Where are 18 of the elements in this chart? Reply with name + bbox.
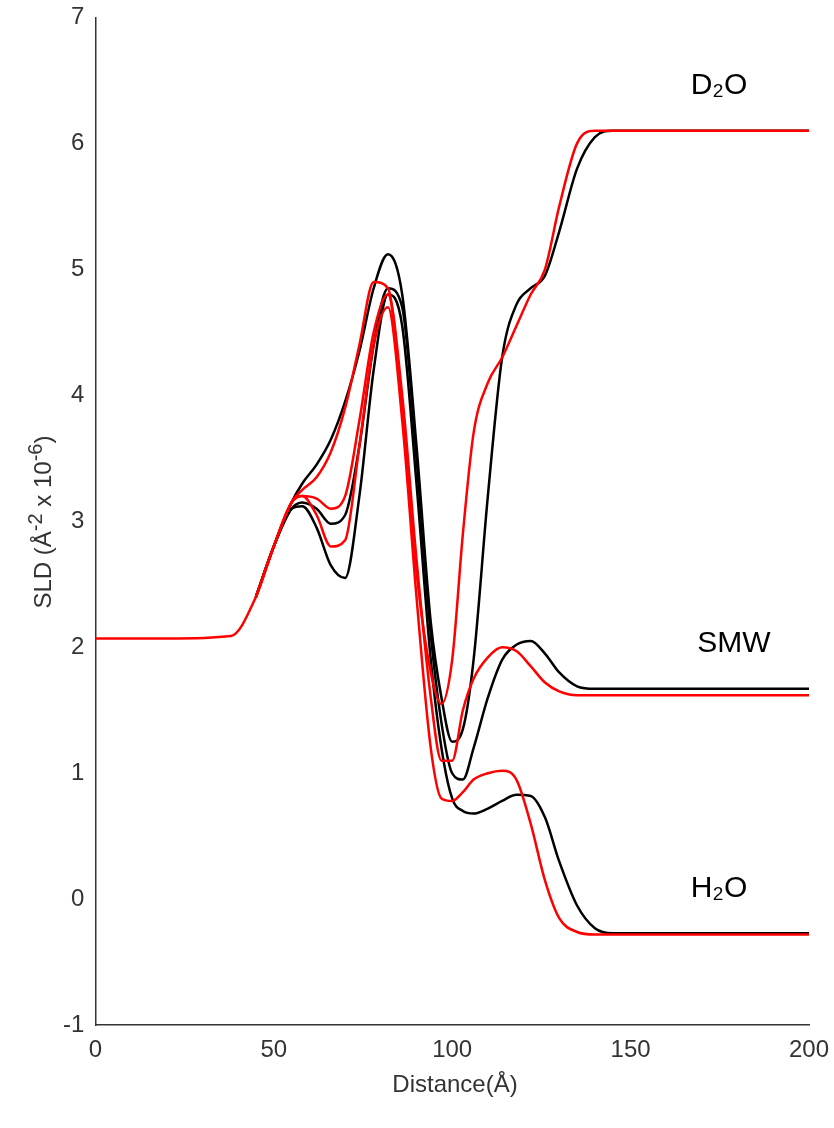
x-tick-label: 100	[432, 1035, 473, 1063]
x-tick-label: 0	[88, 1035, 103, 1063]
x-tick-label: 200	[788, 1035, 830, 1063]
x-tick-label: 150	[610, 1035, 651, 1063]
x-axis-title: Distance(Å)	[392, 1070, 518, 1098]
y-tick-label: 3	[70, 505, 85, 533]
y-tick-label: -1	[63, 1009, 85, 1037]
y-tick-label: 4	[70, 379, 85, 407]
y-tick-label: 0	[70, 883, 85, 911]
x-tick-label: 50	[260, 1035, 288, 1063]
y-tick-label: 5	[70, 253, 85, 281]
y-tick-label: 6	[70, 128, 85, 155]
y-tick-label: 1	[70, 757, 85, 785]
annotation: H₂O	[690, 869, 748, 903]
y-tick-label: 7	[70, 2, 85, 30]
annotation: SMW	[697, 625, 772, 659]
y-tick-label: 2	[70, 631, 85, 659]
annotation: D₂O	[690, 67, 748, 101]
